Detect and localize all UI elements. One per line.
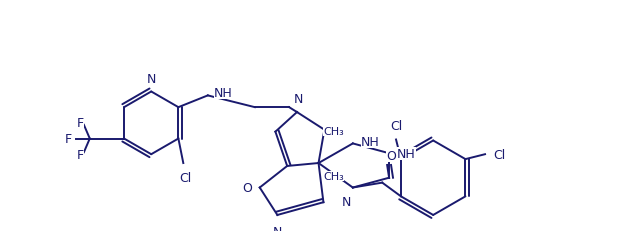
Text: F: F (76, 148, 84, 161)
Text: Cl: Cl (179, 171, 191, 184)
Text: NH: NH (397, 147, 416, 160)
Text: Cl: Cl (493, 148, 505, 161)
Text: CH₃: CH₃ (324, 126, 344, 136)
Text: O: O (242, 181, 252, 194)
Text: Cl: Cl (390, 119, 402, 132)
Text: F: F (65, 132, 72, 145)
Text: N: N (273, 225, 282, 231)
Text: CH₃: CH₃ (324, 171, 344, 181)
Text: N: N (294, 93, 303, 106)
Text: O: O (386, 149, 396, 162)
Text: N: N (147, 72, 156, 85)
Text: NH: NH (214, 87, 232, 100)
Text: N: N (342, 195, 351, 208)
Text: NH: NH (361, 135, 379, 148)
Text: F: F (76, 117, 84, 130)
